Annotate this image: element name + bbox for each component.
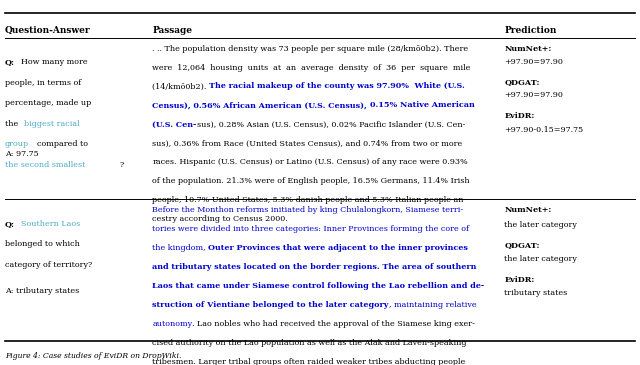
Text: tributary states: tributary states <box>504 289 568 297</box>
Text: Laos that came under Siamese control following the Lao rebellion and de-: Laos that came under Siamese control fol… <box>152 282 484 290</box>
Text: sus), 0.36% from Race (United States Census), and 0.74% from two or more: sus), 0.36% from Race (United States Cen… <box>152 139 463 147</box>
Text: the later category: the later category <box>504 255 577 263</box>
Text: (U.S. Cen-: (U.S. Cen- <box>152 120 196 128</box>
Text: were  12,064  housing  units  at  an  average  density  of  36  per  square  mil: were 12,064 housing units at an average … <box>152 64 470 72</box>
Text: biggest racial: biggest racial <box>24 120 80 128</box>
Text: QDGAT:: QDGAT: <box>504 78 540 86</box>
Text: belonged to which: belonged to which <box>5 240 80 248</box>
Text: struction of Vientiane belonged to the later category: struction of Vientiane belonged to the l… <box>152 301 388 309</box>
Text: +97.90=97.90: +97.90=97.90 <box>504 91 563 99</box>
Text: the kingdom,: the kingdom, <box>152 244 209 252</box>
Text: , maintaining relative: , maintaining relative <box>388 301 476 309</box>
Text: tribesmen. Larger tribal groups often raided weaker tribes abducting people: tribesmen. Larger tribal groups often ra… <box>152 358 465 365</box>
Text: . Lao nobles who had received the approval of the Siamese king exer-: . Lao nobles who had received the approv… <box>193 320 476 328</box>
Text: +97.90=97.90: +97.90=97.90 <box>504 58 563 66</box>
Text: category of territory?: category of territory? <box>5 261 92 269</box>
Text: . .. The population density was 73 people per square mile (28/kmō0b2). There: . .. The population density was 73 peopl… <box>152 45 468 53</box>
Text: Passage: Passage <box>152 26 192 35</box>
Text: percentage, made up: percentage, made up <box>5 99 92 107</box>
Text: The racial makeup of the county was 97.90%  White (U.S.: The racial makeup of the county was 97.9… <box>209 82 465 91</box>
Text: NumNet+:: NumNet+: <box>504 206 552 214</box>
Text: Before the Monthon reforms initiated by king Chulalongkorn, Siamese terri-: Before the Monthon reforms initiated by … <box>152 206 463 214</box>
Text: ?: ? <box>119 161 124 169</box>
Text: Q:: Q: <box>5 220 15 228</box>
Text: people, 10.7% United States, 5.3% danish people and 5.3% Italian people an-: people, 10.7% United States, 5.3% danish… <box>152 196 467 204</box>
Text: Question-Answer: Question-Answer <box>5 26 91 35</box>
Text: the second smallest: the second smallest <box>5 161 86 169</box>
Text: Q:: Q: <box>5 58 15 66</box>
Text: 0.15% Native American: 0.15% Native American <box>370 101 475 110</box>
Text: autonomy: autonomy <box>152 320 193 328</box>
Text: the: the <box>5 120 21 128</box>
Text: Outer Provinces that were adjacent to the inner provinces: Outer Provinces that were adjacent to th… <box>209 244 468 252</box>
Text: EviDR:: EviDR: <box>504 112 534 120</box>
Text: tories were divided into three categories: Inner Provinces forming the core of: tories were divided into three categorie… <box>152 225 469 233</box>
Text: and tributary states located on the border regions. The area of southern: and tributary states located on the bord… <box>152 263 477 271</box>
Text: A: tributary states: A: tributary states <box>5 287 79 295</box>
Text: group: group <box>5 140 29 148</box>
Text: QDGAT:: QDGAT: <box>504 241 540 249</box>
Text: +97.90-0.15=97.75: +97.90-0.15=97.75 <box>504 126 584 134</box>
Text: Census), 0.56% African American (U.S. Census),: Census), 0.56% African American (U.S. Ce… <box>152 101 370 110</box>
Text: Figure 4: Case studies of EviDR on DropWiki.: Figure 4: Case studies of EviDR on DropW… <box>5 352 182 360</box>
Text: How many more: How many more <box>21 58 88 66</box>
Text: sus), 0.28% Asian (U.S. Census), 0.02% Pacific Islander (U.S. Cen-: sus), 0.28% Asian (U.S. Census), 0.02% P… <box>196 120 465 128</box>
Text: A: 97.75: A: 97.75 <box>5 150 39 158</box>
Text: the later category: the later category <box>504 221 577 229</box>
Text: Prediction: Prediction <box>504 26 557 35</box>
Text: compared to: compared to <box>37 140 88 148</box>
Text: of the population. 21.3% were of English people, 16.5% Germans, 11.4% Irish: of the population. 21.3% were of English… <box>152 177 470 185</box>
Text: Hispanic (U.S. Census) or Latino (U.S. Census) of any race were 0.93%: Hispanic (U.S. Census) or Latino (U.S. C… <box>177 158 468 166</box>
Text: Southern Laos: Southern Laos <box>21 220 81 228</box>
Text: cestry according to Census 2000.: cestry according to Census 2000. <box>152 215 288 223</box>
Text: races.: races. <box>152 158 177 166</box>
Text: cised authority on the Lao population as well as the Alak and Laven-speaking: cised authority on the Lao population as… <box>152 339 467 347</box>
Text: NumNet+:: NumNet+: <box>504 45 552 53</box>
Text: EviDR:: EviDR: <box>504 276 534 284</box>
Text: people, in terms of: people, in terms of <box>5 79 81 87</box>
Text: (14/kmō0b2).: (14/kmō0b2). <box>152 82 209 91</box>
